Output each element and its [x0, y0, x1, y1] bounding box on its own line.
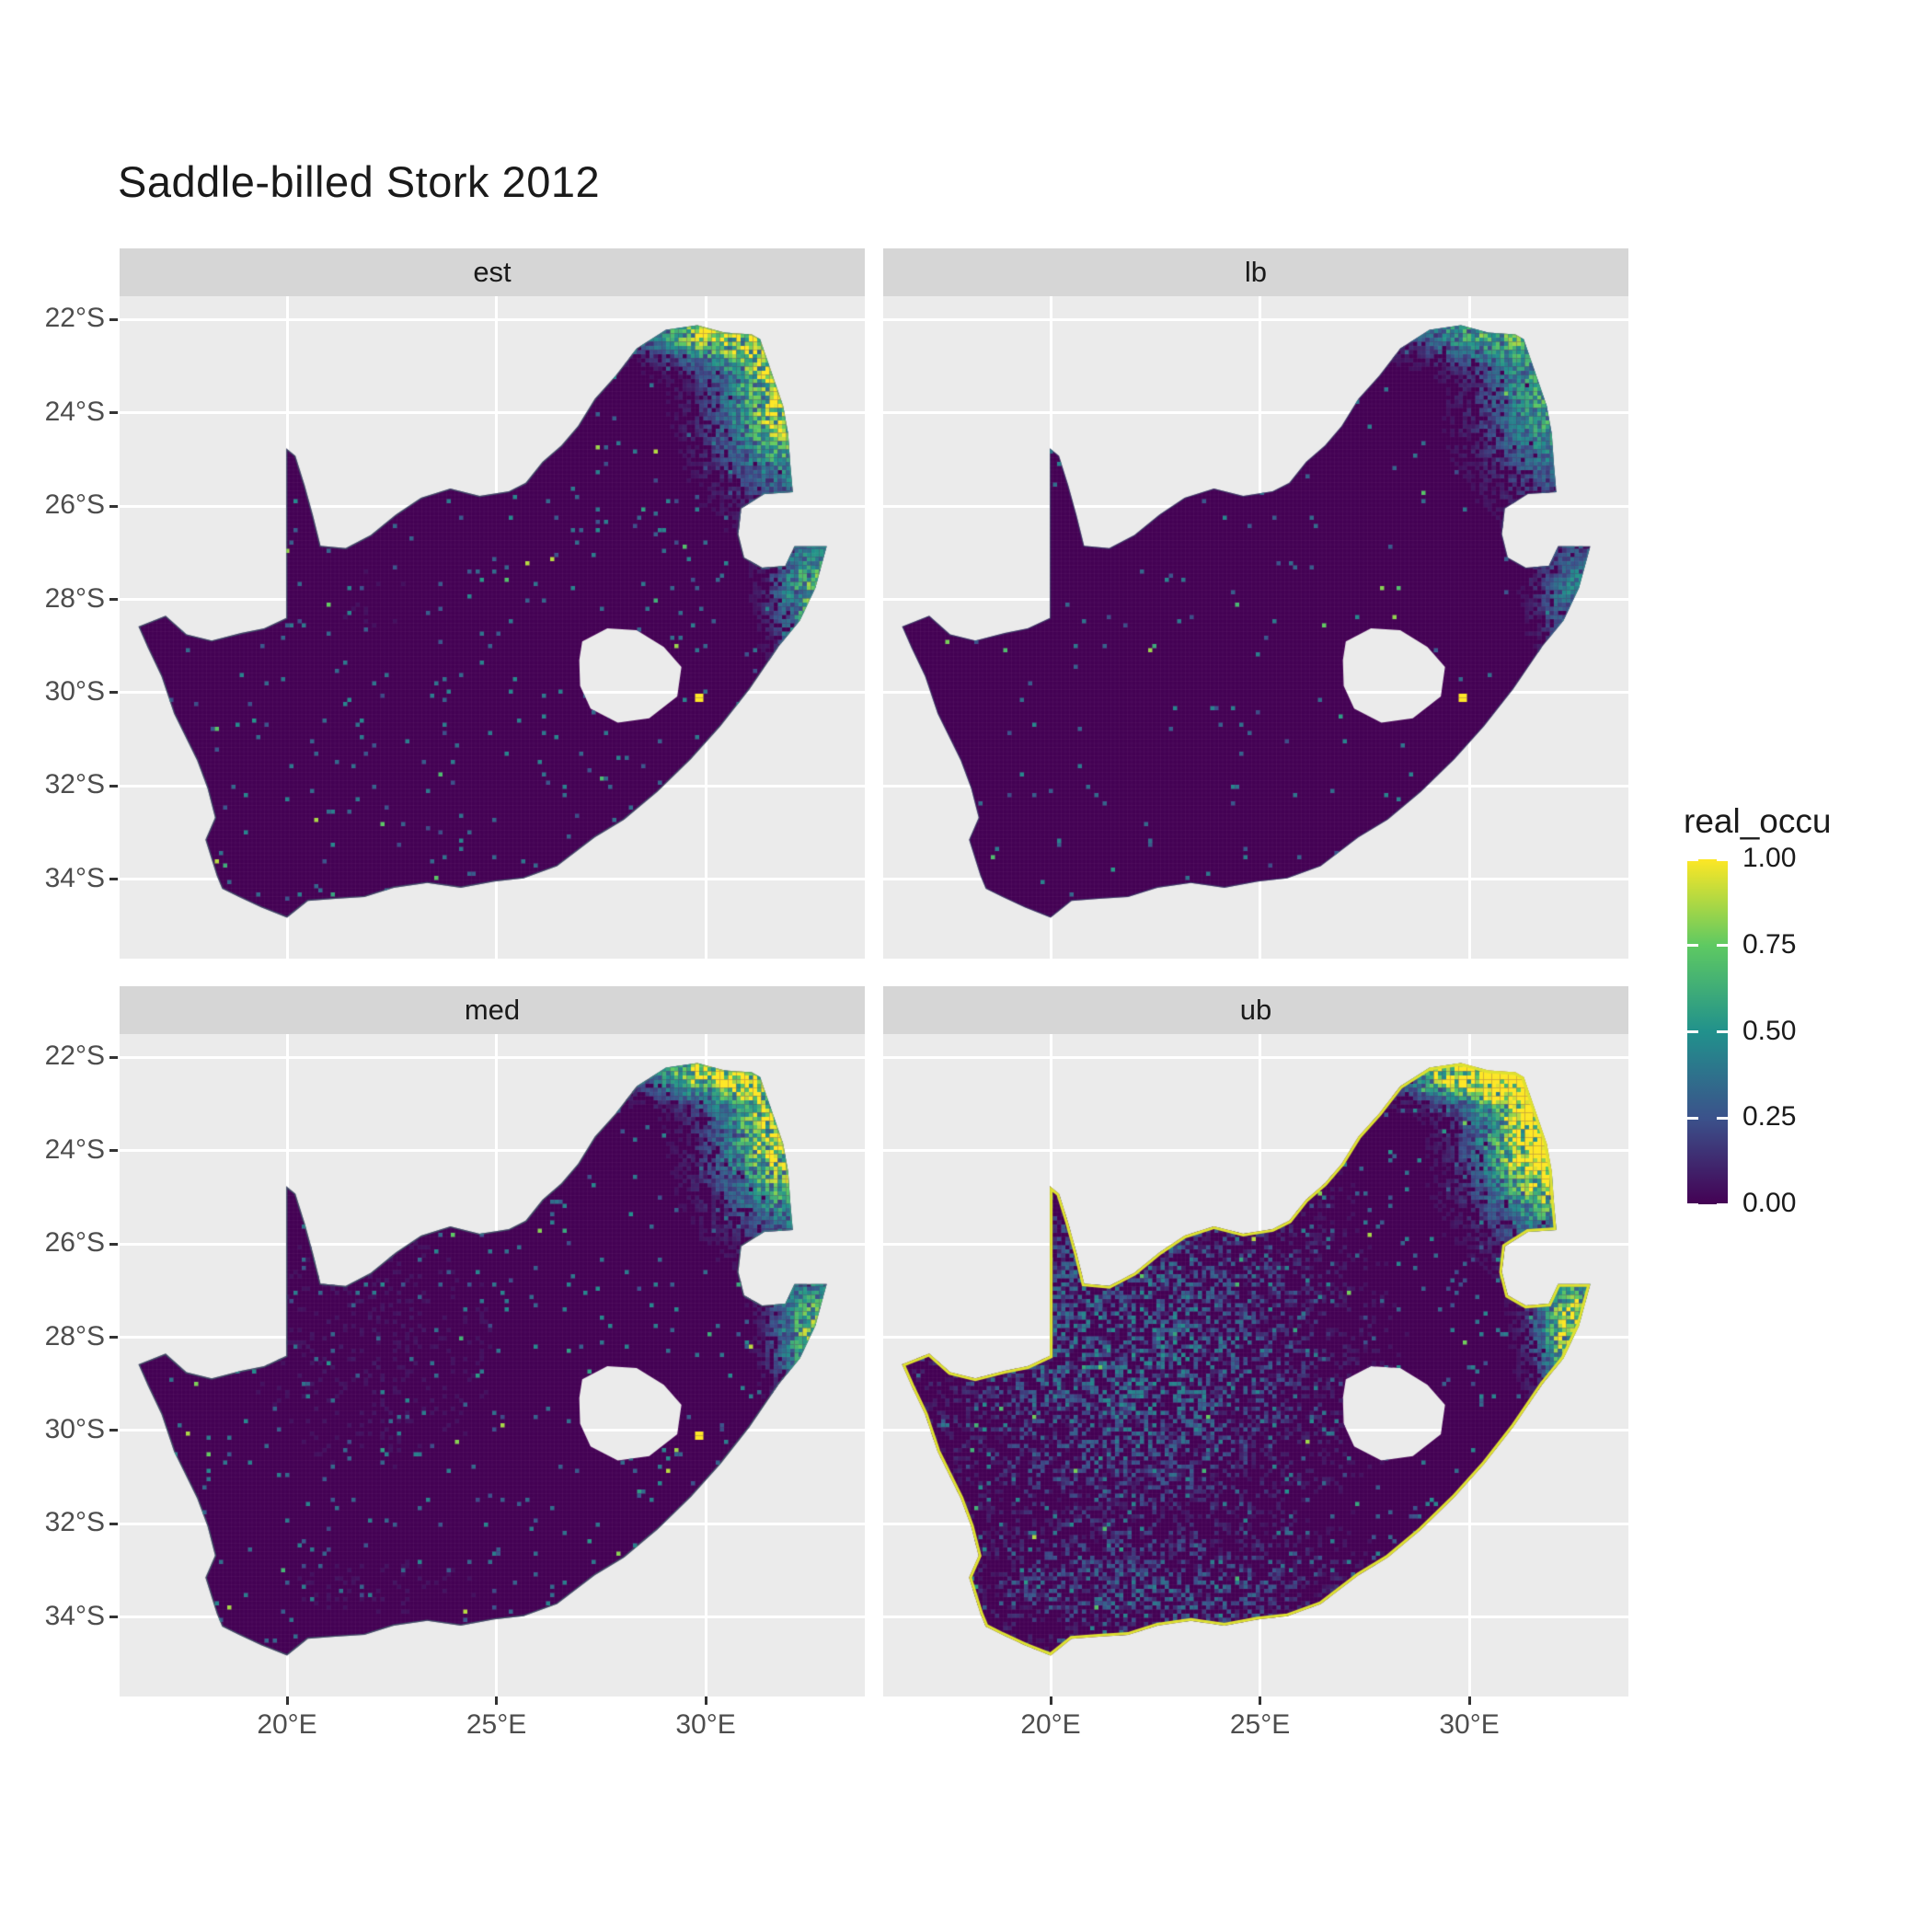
legend-tick-label: 0.75 [1742, 928, 1797, 960]
facet-strip: lb [883, 248, 1628, 296]
legend-tick-mark [1687, 944, 1698, 948]
legend-tick-label: 1.00 [1742, 843, 1797, 873]
x-axis-tick-mark [1259, 1696, 1262, 1705]
facet-strip: med [120, 986, 865, 1034]
y-axis-tick-mark [109, 691, 118, 695]
y-axis-tick-mark [109, 1055, 118, 1059]
legend-title: real_occu [1684, 802, 1832, 840]
legend-tick-mark [1717, 1030, 1728, 1033]
y-axis-tick-label: 22°S [44, 1041, 105, 1072]
x-axis-tick-label: 25°E [466, 1709, 527, 1740]
y-axis-tick-label: 24°S [44, 1133, 105, 1165]
y-axis-tick-label: 34°S [44, 862, 105, 893]
y-axis-tick-label: 34°S [44, 1600, 105, 1631]
legend-tick-label: 0.50 [1742, 1015, 1797, 1046]
x-axis-tick-mark [285, 1696, 289, 1705]
y-axis-tick-label: 26°S [44, 1227, 105, 1259]
y-axis-tick-label: 32°S [44, 1507, 105, 1538]
y-axis-tick-mark [109, 1522, 118, 1525]
plot-title: Saddle-billed Stork 2012 [118, 157, 601, 206]
x-axis-tick-mark [495, 1696, 499, 1705]
facet-med: med [120, 986, 865, 1696]
y-axis-tick-label: 28°S [44, 1320, 105, 1351]
map-canvas-ub [883, 1034, 1628, 1696]
y-axis-tick-label: 32°S [44, 769, 105, 800]
x-axis-tick-mark [1049, 1696, 1052, 1705]
facet-strip-label: med [464, 994, 521, 1026]
y-axis-tick-mark [109, 1616, 118, 1619]
y-axis-tick-label: 28°S [44, 582, 105, 614]
facet-strip-label: ub [1239, 994, 1272, 1026]
x-axis-tick-label: 30°E [1439, 1709, 1500, 1740]
y-axis-tick-mark [109, 1149, 118, 1153]
x-axis-tick-mark [704, 1696, 707, 1705]
y-axis-tick-label: 30°S [44, 1413, 105, 1444]
x-axis-tick-mark [1467, 1696, 1471, 1705]
facet-strip-label: lb [1244, 256, 1268, 288]
facet-panel [120, 1034, 865, 1696]
facet-strip: est [120, 248, 865, 296]
x-axis-tick-label: 20°E [1020, 1709, 1081, 1740]
x-axis-tick-label: 20°E [257, 1709, 317, 1740]
y-axis-tick-mark [109, 317, 118, 321]
legend-tick-mark [1687, 1030, 1698, 1033]
legend-tick-label: 0.25 [1742, 1101, 1797, 1133]
facet-strip-label: est [473, 256, 512, 288]
x-axis-tick-label: 30°E [675, 1709, 736, 1740]
facet-strip: ub [883, 986, 1628, 1034]
y-axis-tick-mark [109, 411, 118, 415]
legend-tick-mark [1717, 944, 1728, 948]
facet-ub: ub [883, 986, 1628, 1696]
y-axis-tick-label: 26°S [44, 489, 105, 521]
y-axis-tick-mark [109, 598, 118, 602]
facet-panel [883, 296, 1628, 959]
map-canvas-est [120, 296, 865, 959]
y-axis-tick-mark [109, 1242, 118, 1246]
legend-tick-mark [1687, 857, 1698, 861]
legend-tick-label: 0.00 [1742, 1188, 1797, 1218]
legend-tick-mark [1687, 1202, 1698, 1206]
y-axis-tick-mark [109, 1336, 118, 1340]
facet-panel [883, 1034, 1628, 1696]
y-axis-tick-label: 30°S [44, 675, 105, 707]
y-axis-tick-mark [109, 504, 118, 508]
y-axis-tick-label: 24°S [44, 396, 105, 427]
y-axis-tick-mark [109, 784, 118, 788]
legend-tick-mark [1717, 1116, 1728, 1120]
legend-tick-mark [1717, 1202, 1728, 1206]
facet-lb: lb [883, 248, 1628, 959]
legend-tick-mark [1687, 1116, 1698, 1120]
legend: real_occu 1.00 0.75 0.50 0.25 0.00 [1684, 802, 1932, 1262]
y-axis-tick-mark [109, 1429, 118, 1432]
y-axis-tick-mark [109, 878, 118, 881]
y-axis-tick-label: 22°S [44, 303, 105, 334]
map-canvas-lb [883, 296, 1628, 959]
facet-est: est [120, 248, 865, 959]
legend-tick-mark [1717, 857, 1728, 861]
x-axis-tick-label: 25°E [1229, 1709, 1291, 1740]
map-canvas-med [120, 1034, 865, 1696]
facet-panel [120, 296, 865, 959]
